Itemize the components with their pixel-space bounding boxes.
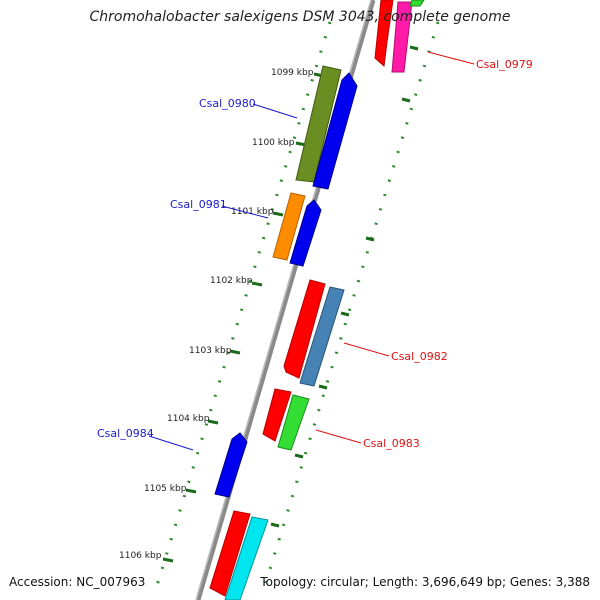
- outer-track-marks: [270, 45, 419, 528]
- gene-cyan[interactable]: [224, 516, 269, 600]
- label-line-0979: [427, 51, 475, 65]
- label-line-0981: [221, 205, 269, 219]
- gene-green-top[interactable]: [409, 0, 425, 7]
- gene-blue-0984[interactable]: [214, 432, 248, 498]
- gene-red-top[interactable]: [374, 0, 394, 68]
- tick-label-1103: 1103 kbp: [189, 346, 232, 356]
- tick-label-1099: 1099 kbp: [271, 68, 314, 78]
- gene-blue-1[interactable]: [312, 72, 358, 190]
- gene-red-bottom[interactable]: [209, 510, 251, 597]
- genome-summary-text: Topology: circular; Length: 3,696,649 bp…: [260, 575, 590, 589]
- gene-red-0982[interactable]: [283, 279, 326, 379]
- tick-label-1101: 1101 kbp: [231, 207, 274, 217]
- gene-label-csal-0980[interactable]: Csal_0980: [199, 97, 256, 110]
- gene-label-csal-0982[interactable]: Csal_0982: [391, 350, 448, 363]
- tick-label-1104: 1104 kbp: [167, 414, 210, 424]
- inner-dotted-track: [153, 21, 332, 593]
- gene-label-csal-0984[interactable]: Csal_0984: [97, 427, 154, 440]
- gene-magenta-top[interactable]: [391, 1, 413, 73]
- outer-dotted-track: [261, 21, 440, 593]
- gene-blue-2[interactable]: [289, 199, 322, 267]
- gene-label-csal-0979[interactable]: Csal_0979: [476, 58, 533, 71]
- tick-label-1105: 1105 kbp: [144, 484, 187, 494]
- label-line-0984: [148, 435, 194, 451]
- gene-label-csal-0981[interactable]: Csal_0981: [170, 198, 227, 211]
- gene-orange[interactable]: [272, 192, 306, 261]
- label-line-0983: [315, 429, 362, 444]
- accession-text: Accession: NC_007963: [9, 575, 146, 589]
- tick-label-1102: 1102 kbp: [210, 276, 253, 286]
- gene-steelblue[interactable]: [299, 286, 345, 387]
- label-line-0980: [252, 103, 298, 119]
- map-title: Chromohalobacter salexigens DSM 3043, co…: [89, 9, 511, 25]
- tick-label-1106: 1106 kbp: [119, 551, 162, 561]
- tick-label-1100: 1100 kbp: [252, 138, 295, 148]
- gene-label-csal-0983[interactable]: Csal_0983: [363, 437, 420, 450]
- gene-green[interactable]: [277, 394, 310, 451]
- label-line-0982: [343, 342, 390, 357]
- gene-red-0983[interactable]: [262, 388, 292, 442]
